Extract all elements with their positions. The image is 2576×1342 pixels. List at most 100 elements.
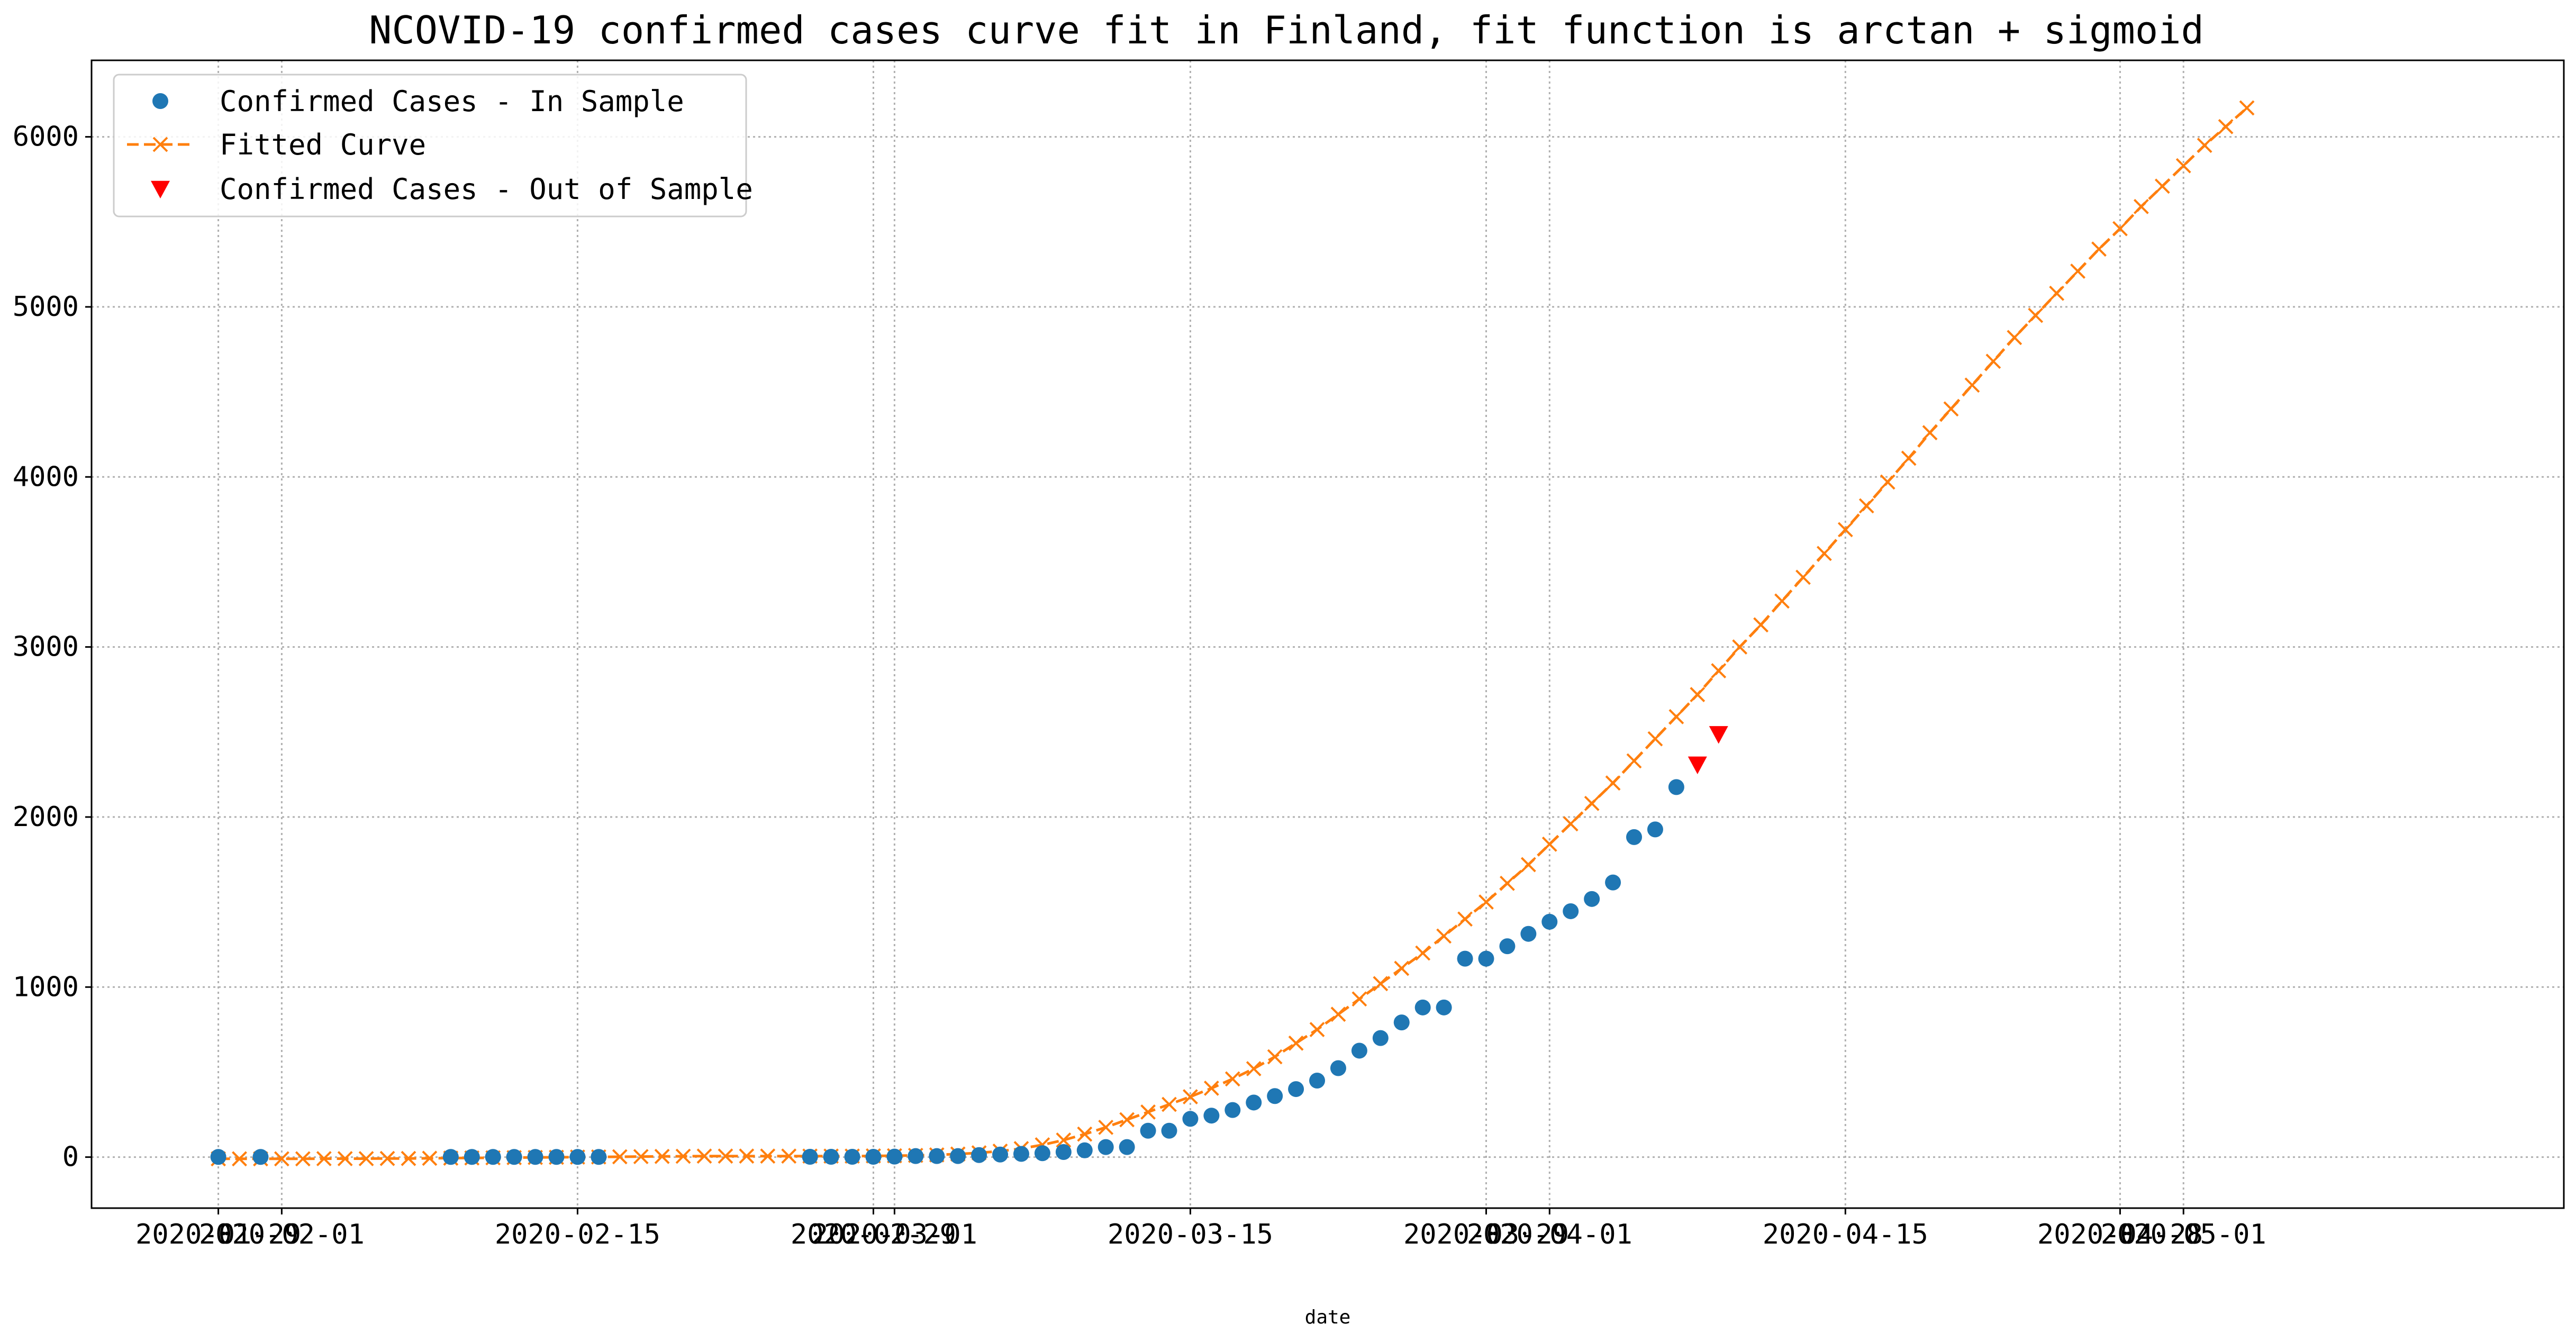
in-sample-point	[1563, 903, 1579, 919]
fitted-curve-marker	[1647, 731, 1663, 747]
fitted-curve-marker	[2049, 285, 2065, 301]
fitted-curve-marker	[337, 1151, 353, 1166]
in-sample-point	[865, 1148, 882, 1165]
fitted-curve-marker	[1394, 960, 1410, 976]
legend-marker-in-sample	[152, 93, 168, 109]
x-tick-label: 2020-03-29	[1403, 1219, 1569, 1250]
in-sample-point	[1668, 779, 1684, 795]
fitted-curve-marker	[654, 1148, 670, 1164]
fitted-curve-marker	[1457, 911, 1473, 927]
y-tick-label: 2000	[13, 801, 79, 833]
in-sample-point	[1182, 1111, 1199, 1127]
in-sample-point	[1647, 821, 1663, 838]
fitted-curve-marker	[2154, 178, 2170, 194]
in-sample-point	[1224, 1102, 1241, 1118]
fitted-curve-marker	[781, 1148, 797, 1164]
legend-label: Confirmed Cases - Out of Sample	[220, 173, 753, 206]
in-sample-point	[1499, 938, 1516, 955]
in-sample-point	[569, 1149, 586, 1165]
out-of-sample-point	[1709, 726, 1728, 744]
fitted-curve-marker	[401, 1150, 416, 1166]
in-sample-point	[1520, 926, 1537, 942]
fitted-curve-marker	[2028, 307, 2044, 323]
x-tick-label: 2020-01-29	[135, 1219, 301, 1250]
fitted-curve-marker	[1711, 663, 1727, 679]
fitted-curve-marker	[1774, 593, 1790, 609]
fitted-curve-marker	[1224, 1071, 1240, 1087]
fitted-curve-marker	[2112, 221, 2128, 237]
in-sample-point	[591, 1149, 607, 1165]
grid	[92, 60, 2564, 1208]
fitted-curve-marker	[1816, 546, 1832, 561]
in-sample-point	[1393, 1014, 1410, 1031]
y-tick-label: 5000	[13, 291, 79, 323]
fitted-curve-marker	[2239, 100, 2255, 116]
fitted-curve-marker	[1119, 1112, 1135, 1128]
y-axis: 0 1000 2000 3000 4000 5000 6000	[13, 121, 92, 1173]
fitted-curve-marker	[1162, 1096, 1177, 1112]
fitted-curve-marker	[718, 1148, 733, 1164]
in-sample-point	[1119, 1139, 1135, 1155]
x-axis-label: date	[1305, 1307, 1351, 1328]
fitted-curve-marker	[1140, 1104, 1156, 1120]
in-sample-point	[1161, 1122, 1177, 1139]
fitted-curve-marker	[760, 1148, 776, 1164]
in-sample-point	[1140, 1122, 1156, 1139]
in-sample-point	[1372, 1030, 1389, 1046]
fitted-curve-marker	[1098, 1119, 1114, 1135]
fitted-curve-marker	[1352, 991, 1367, 1007]
y-tick-label: 6000	[13, 121, 79, 153]
fitted-curve-line	[218, 107, 2248, 1160]
in-sample-point	[1541, 913, 1558, 930]
in-sample-point	[1309, 1073, 1326, 1089]
legend-label: Confirmed Cases - In Sample	[220, 85, 684, 118]
chart-title: NCOVID-19 confirmed cases curve fit in F…	[369, 8, 2204, 52]
fitted-curve-marker	[1964, 377, 1980, 393]
plot-frame	[90, 59, 2565, 1209]
in-sample-point	[464, 1149, 480, 1165]
in-sample-point	[1457, 950, 1473, 967]
x-tick-label: 2020-02-29	[791, 1219, 956, 1250]
in-sample-point	[1584, 891, 1600, 907]
fitted-curve-marker	[1605, 775, 1621, 791]
x-tick-label: 2020-04-28	[2037, 1219, 2203, 1250]
fitted-curve-marker	[1373, 976, 1389, 992]
fitted-curve-marker	[232, 1151, 247, 1167]
fitted-curve-marker	[1309, 1022, 1325, 1038]
fitted-curve-marker	[1985, 353, 2001, 369]
fitted-curve-marker	[1690, 687, 1706, 702]
plot-data	[210, 100, 2255, 1167]
x-tick-label: 2020-02-01	[199, 1219, 365, 1250]
in-sample-point	[1076, 1142, 1093, 1158]
fitted-curve-marker	[1203, 1081, 1219, 1096]
in-sample-point	[1055, 1144, 1072, 1160]
fitted-curve-marker	[1479, 894, 1494, 910]
fitted-curve-marker	[1837, 522, 1853, 538]
fitted-curve-marker	[1668, 709, 1684, 724]
fitted-curve-marker	[1563, 816, 1579, 832]
legend-box	[113, 74, 747, 217]
fitted-curve-marker	[1246, 1061, 1262, 1076]
in-sample-point	[506, 1149, 522, 1165]
fitted-curve-marker	[358, 1151, 374, 1166]
fitted-curve-marker	[1880, 474, 1895, 490]
x-tick-label: 2020-04-01	[1467, 1219, 1632, 1250]
fitted-curve-marker	[1415, 945, 1431, 961]
fitted-curve-marker	[1436, 928, 1452, 944]
y-tick-label: 1000	[13, 971, 79, 1003]
fitted-curve-marker	[2091, 241, 2107, 257]
in-sample-point	[1330, 1060, 1346, 1076]
in-sample-point	[548, 1149, 565, 1165]
legend-marker-fitted	[152, 137, 168, 152]
in-sample-point	[1034, 1145, 1050, 1162]
fitted-curve-marker	[1520, 857, 1536, 873]
x-tick-label: 2020-02-15	[495, 1219, 660, 1250]
fitted-curve-marker	[1901, 450, 1917, 466]
in-sample-point	[1436, 999, 1452, 1015]
fitted-curve-marker	[1541, 836, 1557, 852]
fitted-curve-marker	[1584, 795, 1600, 811]
fitted-curve-marker	[2197, 138, 2212, 153]
in-sample-point	[1605, 874, 1621, 891]
fitted-curve-marker	[696, 1148, 712, 1164]
